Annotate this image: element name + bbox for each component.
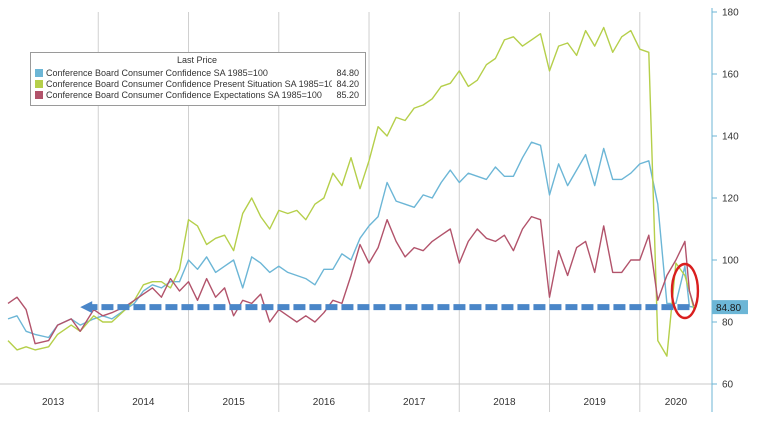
last-value-tag-label: 84.80 <box>716 303 741 314</box>
legend-swatch-headline <box>35 68 43 77</box>
y-tick-label-100: 100 <box>722 256 739 267</box>
x-tick-label-2017: 2017 <box>403 397 426 408</box>
legend-title: Last Price <box>176 55 218 65</box>
legend-entry-headline: Conference Board Consumer Confidence SA … <box>35 67 359 78</box>
x-tick-label-2016: 2016 <box>313 397 336 408</box>
x-tick-label-2020: 2020 <box>665 397 688 408</box>
legend-value-expectations: 85.20 <box>336 89 359 100</box>
legend-swatch-expectations <box>35 90 43 99</box>
x-tick-label-2015: 2015 <box>223 397 246 408</box>
series-line-expect <box>7 215 695 345</box>
legend-value-headline: 84.80 <box>336 67 359 78</box>
legend-entry-present: Conference Board Consumer Confidence Pre… <box>35 78 359 89</box>
y-tick-label-120: 120 <box>722 194 739 205</box>
x-tick-label-2013: 2013 <box>42 397 65 408</box>
y-tick-label-140: 140 <box>722 132 739 143</box>
y-tick-label-160: 160 <box>722 70 739 81</box>
last-value-tag <box>712 300 748 315</box>
legend-value-present: 84.20 <box>336 78 359 89</box>
legend-entry-expectations: Conference Board Consumer Confidence Exp… <box>35 89 359 100</box>
reference-arrow-head <box>80 301 93 314</box>
y-tick-label-60: 60 <box>722 380 734 391</box>
y-tick-label-180: 180 <box>722 8 739 19</box>
legend: Last Price Conference Board Consumer Con… <box>30 52 366 106</box>
y-tick-label-80: 80 <box>722 318 734 329</box>
x-tick-label-2018: 2018 <box>493 397 516 408</box>
x-tick-label-2019: 2019 <box>584 397 607 408</box>
highlight-ellipse <box>670 262 700 320</box>
legend-swatch-present <box>35 79 43 88</box>
legend-label-present: Conference Board Consumer Confidence Pre… <box>46 78 333 89</box>
series-line-present <box>7 26 695 357</box>
legend-label-headline: Conference Board Consumer Confidence SA … <box>46 67 268 78</box>
x-tick-label-2014: 2014 <box>132 397 155 408</box>
legend-label-expectations: Conference Board Consumer Confidence Exp… <box>46 89 322 100</box>
